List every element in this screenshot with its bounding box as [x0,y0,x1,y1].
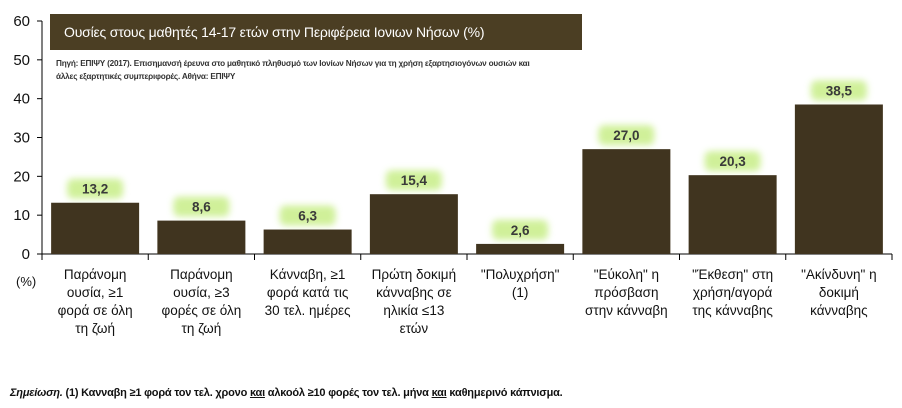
footnote-part-c: καθημερινό κάπνισμα. [446,387,563,399]
data-label-glow [810,80,867,101]
bar [51,202,140,254]
footnote-and-2: και [431,387,447,399]
bar [157,220,246,254]
data-label-glow [704,151,761,172]
bar [476,243,565,254]
footnote-part-b: αλκοόλ ≥10 φορές τον τελ. μήνα [264,387,432,399]
footnote-and-1: και [249,387,265,399]
data-label: 2,6 [511,223,530,238]
y-tick-label: 10 [13,207,30,224]
bar [794,104,883,254]
footnote: Σημείωση. (1) Κανναβη ≥1 φορά τον τελ. χ… [10,387,563,399]
x-category-label: "Εύκολη" η πρόσβαση στην κάνναβη [585,267,668,318]
bar [369,194,458,254]
data-labels: 13,2 8,6 6,3 15,4 2,6 27,0 20,3 38,5 [82,83,853,237]
y-tick-label: 20 [13,168,30,185]
bar [263,229,352,254]
footnote-part-a: (1) Κανναβη ≥1 φορά τον τελ. χρονο [62,387,250,399]
data-label-glow [279,205,336,226]
data-label-glow [385,170,442,191]
data-label: 8,6 [192,200,211,215]
data-label: 20,3 [719,154,746,169]
data-label: 13,2 [82,182,108,197]
y-tick-label: 30 [13,130,30,147]
data-label: 38,5 [826,83,853,98]
x-category-label: Παράνομη ουσία, ≥1 φορά σε όλη τη ζωή [57,267,133,336]
x-category-label: Παράνομη ουσία, ≥3 φορές σε όλη τη ζωή [161,267,242,336]
y-tick-label: 40 [13,91,30,108]
data-label: 15,4 [401,173,428,188]
data-label: 6,3 [298,209,317,224]
data-label-glow [173,196,230,217]
bar [688,175,777,254]
y-tick-label: 0 [22,246,30,263]
x-category-label: "Έκθεση" στη χρήση/αγορά της κάνναβης [692,267,774,318]
chart-title: Ουσίες στους μαθητές 14-17 ετών στην Περ… [50,14,582,50]
unit-label: (%) [16,274,37,289]
data-label: 27,0 [613,128,639,143]
y-tick-label: 60 [13,13,30,30]
label-glows [67,80,867,240]
bars [51,104,883,254]
data-label-glow [598,125,655,146]
bar [582,149,671,254]
footnote-lead: Σημείωση. [10,387,63,399]
x-category-label: Πρώτη δοκιμή κάνναβης σε ηλικία ≤13 ετών [371,267,457,336]
chart-source: Πηγή: ΕΠΙΨΥ (2017). Επισημανσή έρευνα στ… [56,59,530,81]
x-category-label: "Ακίνδυνη" η δοκιμή κάνναβης [801,267,877,318]
data-label-glow [492,219,549,240]
data-label-glow [67,178,124,199]
y-tick-label: 50 [13,52,30,69]
x-category-label: "Πολυχρήση" (1) [480,267,560,300]
x-category-label: Κάνναβη, ≥1 φορά κατά τις 30 τελ. ημέρες [264,267,351,318]
